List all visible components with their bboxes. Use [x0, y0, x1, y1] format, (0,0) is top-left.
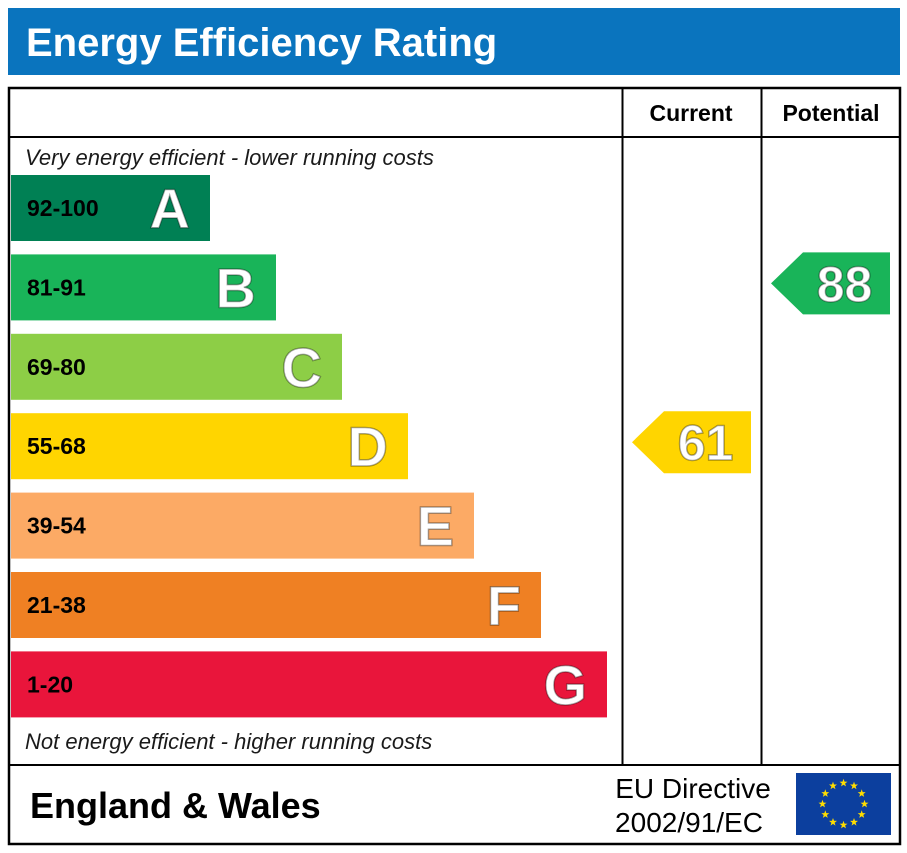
rating-bands: 92-100 A 81-91 B 69-80 C 55-68 D 39-54 E 21-38 F 1-2…	[11, 175, 607, 718]
potential-rating-arrow: 88	[771, 252, 890, 315]
eu-star	[857, 789, 866, 797]
band-range-c: 69-80	[27, 354, 86, 380]
potential-rating-arrow-value: 88	[817, 256, 873, 312]
band-b: 81-91 B	[11, 254, 276, 321]
band-bar-a	[11, 175, 210, 241]
eu-star	[821, 789, 830, 797]
band-letter-e: E	[417, 495, 454, 558]
eu-star	[818, 799, 827, 808]
region-label: England & Wales	[30, 785, 321, 826]
chart-title: Energy Efficiency Rating	[26, 21, 498, 65]
current-rating-arrow-shape	[632, 411, 751, 474]
current-rating-arrow-value: 61	[678, 415, 734, 471]
band-bar-c	[11, 333, 342, 400]
band-range-e: 39-54	[27, 513, 86, 539]
band-range-b: 81-91	[27, 274, 86, 300]
band-bar-f	[11, 572, 541, 638]
bottom-note: Not energy efficient - higher running co…	[25, 729, 432, 754]
eu-flag-stars	[818, 778, 869, 829]
band-range-a: 92-100	[27, 195, 99, 221]
band-range-d: 55-68	[27, 433, 86, 459]
band-range-g: 1-20	[27, 671, 73, 697]
band-a: 92-100 A	[11, 175, 210, 241]
band-letter-c: C	[282, 336, 322, 399]
chart-frame	[7, 86, 902, 846]
eu-star	[829, 781, 837, 790]
band-g: 1-20 G	[11, 651, 607, 718]
band-d: 55-68 D	[11, 413, 408, 480]
eu-star	[850, 781, 858, 790]
band-c: 69-80 C	[11, 333, 342, 400]
top-note: Very energy efficient - lower running co…	[25, 145, 434, 170]
band-letter-b: B	[216, 256, 256, 319]
eu-star	[829, 817, 837, 826]
rating-arrows: 61 88	[632, 252, 890, 474]
band-bar-d	[11, 413, 408, 480]
band-letter-f: F	[487, 574, 521, 637]
current-column-header: Current	[649, 100, 732, 126]
eu-star	[839, 820, 848, 829]
directive-line-2: 2002/91/EC	[615, 807, 763, 838]
eu-star	[850, 817, 858, 826]
band-bar-b	[11, 254, 276, 321]
outer-border	[7, 86, 902, 846]
current-rating-arrow: 61	[632, 411, 751, 474]
potential-column-header: Potential	[782, 100, 879, 126]
potential-rating-arrow-shape	[771, 252, 890, 315]
band-letter-d: D	[348, 415, 388, 478]
eu-star	[839, 778, 848, 787]
band-letter-a: A	[150, 177, 190, 240]
eu-flag-icon	[796, 773, 891, 835]
band-e: 39-54 E	[11, 492, 474, 559]
eu-star	[860, 799, 869, 808]
band-bar-e	[11, 492, 474, 559]
band-range-f: 21-38	[27, 592, 86, 618]
band-letter-g: G	[543, 653, 587, 716]
title-bar: Energy Efficiency Rating	[8, 8, 900, 75]
band-bar-g	[11, 651, 607, 718]
eu-star	[821, 810, 830, 818]
eu-star	[857, 810, 866, 818]
band-f: 21-38 F	[11, 572, 541, 638]
directive-line-1: EU Directive	[615, 773, 771, 804]
